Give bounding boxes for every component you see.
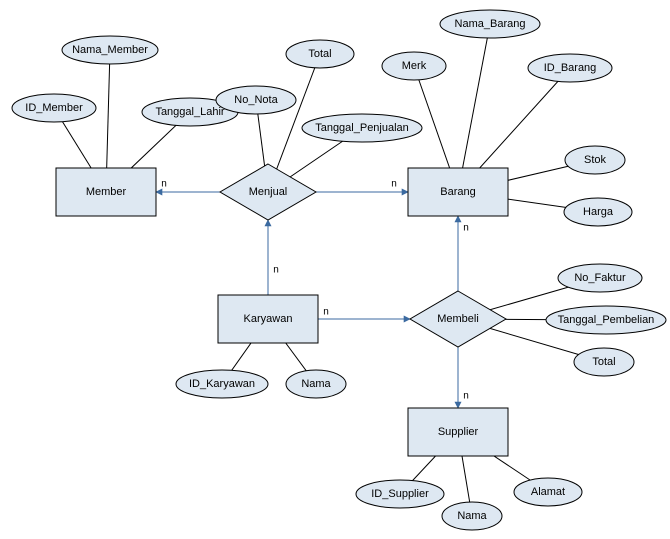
attribute-no_nota: No_Nota <box>216 86 296 114</box>
attribute-label: Tanggal_Penjualan <box>315 122 409 134</box>
entity-karyawan: Karyawan <box>218 295 318 343</box>
attribute-total_jual: Total <box>286 40 354 68</box>
attribute-label: ID_Supplier <box>371 488 429 500</box>
attribute-alamat: Alamat <box>514 478 582 506</box>
attribute-label: No_Nota <box>234 94 278 106</box>
attribute-label: No_Faktur <box>574 272 626 284</box>
entity-label: Member <box>86 186 127 198</box>
attribute-label: Total <box>308 48 331 60</box>
attribute-label: Harga <box>583 206 614 218</box>
er-diagram: n n n n n n Member Barang Karyawan Supplier Menju… <box>0 0 670 539</box>
attribute-label: Merk <box>402 60 427 72</box>
entity-label: Karyawan <box>244 313 293 325</box>
relationship-label: Membeli <box>437 313 479 325</box>
attribute-label: Nama <box>301 378 331 390</box>
attribute-label: Tanggal_Lahir <box>155 106 224 118</box>
attribute-merk: Merk <box>382 52 446 80</box>
attribute-nama_supplier: Nama <box>442 502 502 530</box>
attribute-id_barang: ID_Barang <box>528 54 612 82</box>
attribute-label: Nama <box>457 510 487 522</box>
entity-label: Supplier <box>438 426 479 438</box>
entity-supplier: Supplier <box>408 408 508 456</box>
attribute-label: ID_Barang <box>544 62 597 74</box>
entity-barang: Barang <box>408 168 508 216</box>
attribute-label: ID_Member <box>25 102 83 114</box>
attribute-total_beli: Total <box>574 348 634 376</box>
attribute-label: Alamat <box>531 486 565 498</box>
relationship-membeli: Membeli <box>410 291 506 347</box>
cardinality-membeli-supplier: n <box>463 391 469 402</box>
attribute-label: ID_Karyawan <box>189 378 255 390</box>
attr-edge-nama_barang <box>458 24 490 192</box>
attribute-label: Nama_Barang <box>455 18 526 30</box>
attribute-label: Total <box>592 356 615 368</box>
entity-label: Barang <box>440 186 475 198</box>
relationship-label: Menjual <box>249 186 288 198</box>
cardinality-karyawan-menjual: n <box>273 265 279 276</box>
relationship-menjual: Menjual <box>220 164 316 220</box>
attribute-tanggal_pembelian: Tanggal_Pembelian <box>546 306 666 334</box>
attribute-label: Stok <box>584 154 607 166</box>
cardinality-menjual-member: n <box>161 179 167 190</box>
attribute-stok: Stok <box>565 146 625 174</box>
attribute-no_faktur: No_Faktur <box>558 264 642 292</box>
attribute-label: Tanggal_Pembelian <box>558 314 655 326</box>
attribute-nama_karyawan: Nama <box>286 370 346 398</box>
entity-member: Member <box>56 168 156 216</box>
attribute-id_member: ID_Member <box>12 94 96 122</box>
attribute-tanggal_penjualan: Tanggal_Penjualan <box>302 114 422 142</box>
attribute-id_supplier: ID_Supplier <box>356 480 444 508</box>
attribute-nama_member: Nama_Member <box>62 36 158 64</box>
cardinality-menjual-barang: n <box>391 179 397 190</box>
attribute-nama_barang: Nama_Barang <box>440 10 540 38</box>
attribute-label: Nama_Member <box>72 44 148 56</box>
cardinality-karyawan-membeli: n <box>323 307 329 318</box>
attribute-id_karyawan: ID_Karyawan <box>176 370 268 398</box>
cardinality-membeli-barang: n <box>463 223 469 234</box>
attribute-harga: Harga <box>564 198 632 226</box>
